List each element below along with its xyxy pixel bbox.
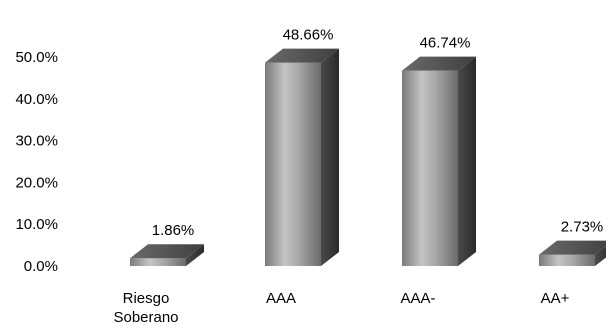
bar-front [265,62,321,267]
y-tick-label: 40.0% [15,91,58,108]
x-tick-label: AA+ [541,290,570,307]
y-tick-label: 30.0% [15,133,58,150]
y-tick-label: 10.0% [15,216,58,233]
bar-3: 46.74% [402,35,476,266]
x-axis: Riesgo Soberano AAA AAA- AA+ [113,290,569,326]
bar-top [539,240,606,255]
bar-front [539,254,595,266]
bar-top [130,244,204,259]
x-tick-label: AAA [266,290,296,307]
bar-side [458,56,476,266]
bars: 1.86% 48.66% 46.74% 2.73% [130,27,606,267]
bar-1: 1.86% [130,222,204,266]
y-tick-label: 20.0% [15,174,58,191]
bar-top [265,48,339,63]
bar-4: 2.73% [539,219,606,266]
x-tick-label: Riesgo [123,290,170,307]
data-label: 2.73% [561,219,604,236]
bar-2: 48.66% [265,27,339,267]
y-axis: 0.0% 10.0% 20.0% 30.0% 40.0% 50.0% [15,49,58,275]
bar-front [130,258,186,266]
data-label: 46.74% [420,35,471,52]
x-tick-label: AAA- [400,290,435,307]
y-tick-label: 0.0% [24,258,58,275]
bar-side [186,244,204,266]
data-label: 48.66% [283,27,334,44]
data-label: 1.86% [152,222,195,239]
bar-side [321,48,339,267]
y-tick-label: 50.0% [15,49,58,66]
bar-top [402,56,476,71]
x-tick-label: Soberano [113,309,178,326]
bar-side [595,246,606,266]
bar-front [402,70,458,266]
